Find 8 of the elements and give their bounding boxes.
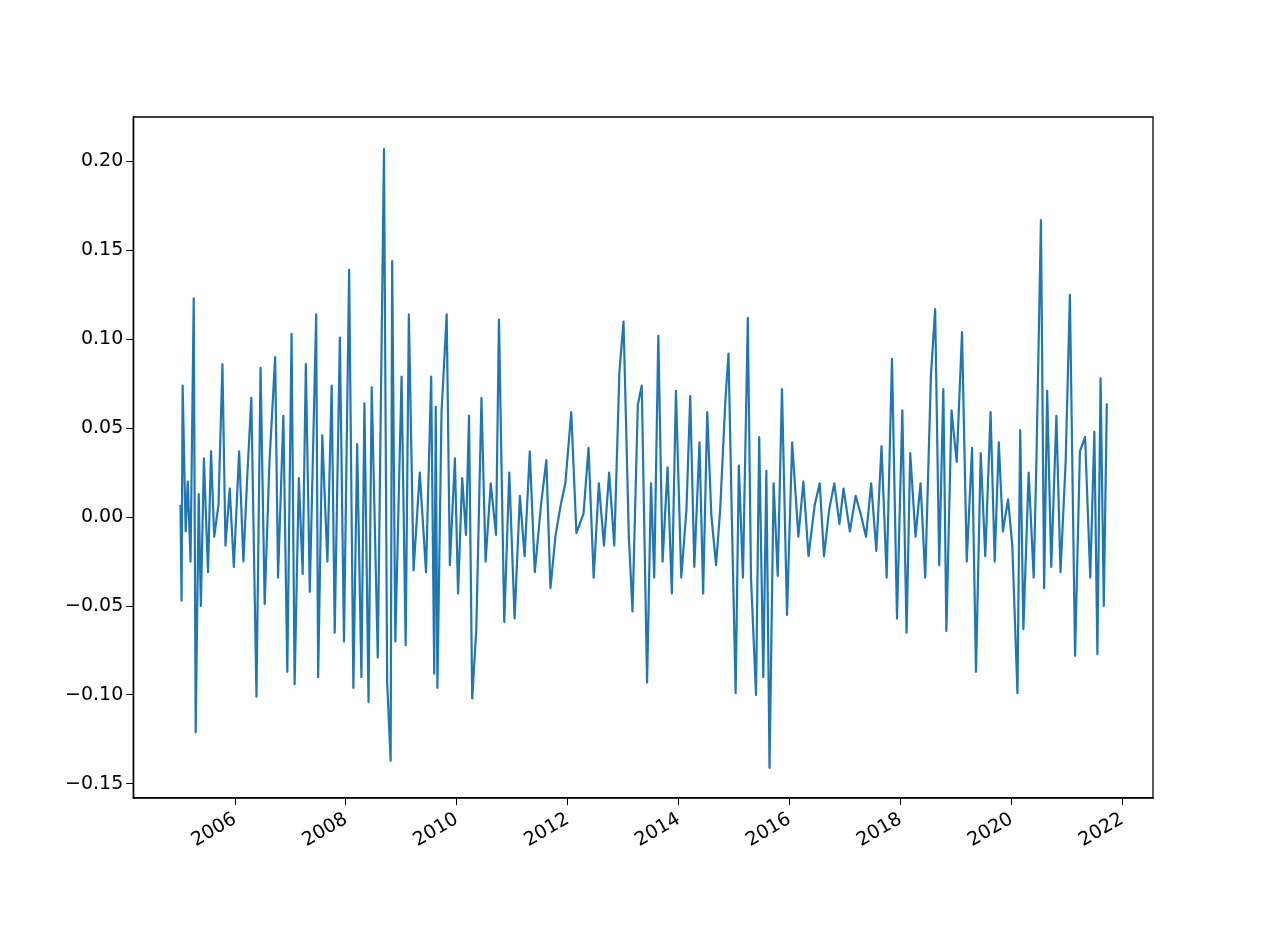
y-tick-label: −0.10 [64,681,124,704]
y-tick-label: 0.15 [80,237,124,260]
y-tick-label: −0.15 [64,770,124,793]
y-tick-label: −0.05 [64,592,124,615]
y-tick-label: 0.20 [80,148,124,171]
y-tick-label: 0.05 [80,415,124,438]
y-tick-label: 0.00 [80,504,124,527]
y-tick-label: 0.10 [80,326,124,349]
